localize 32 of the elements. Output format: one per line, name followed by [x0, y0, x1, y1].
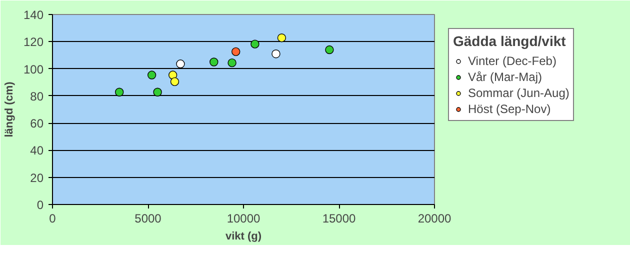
point [272, 50, 280, 58]
legend-title: Gädda längd/vikt [453, 33, 567, 49]
y-tick-label: 20 [30, 170, 44, 185]
x-tick-label: 20000 [418, 212, 452, 226]
point [210, 58, 218, 66]
x-tick-label: 5000 [134, 212, 162, 226]
point [115, 88, 124, 96]
point [170, 77, 180, 86]
x-axis-title: vikt (g) [225, 230, 262, 242]
y-tick-label: 100 [23, 62, 44, 76]
point [147, 70, 156, 80]
point [176, 60, 185, 68]
y-tick-label: 80 [30, 89, 44, 104]
y-tick-label: 0 [36, 198, 44, 212]
legend-label: Höst (Sep-Nov) [468, 102, 551, 116]
point [153, 88, 162, 96]
y-axis-title: längd (cm) [3, 81, 16, 138]
y-tick-label: 60 [30, 116, 44, 131]
point [250, 40, 260, 48]
legend-label: Vinter (Dec-Feb) [468, 54, 556, 68]
point [228, 58, 236, 68]
legend-label: Vår (Mar-Maj) [468, 70, 542, 84]
x-tick-label: 15000 [322, 212, 356, 226]
y-tick-label: 140 [23, 8, 44, 22]
y-tick-label: 120 [23, 35, 44, 50]
point [232, 47, 240, 56]
x-tick-label: 10000 [226, 212, 261, 226]
y-tick-label: 40 [30, 144, 44, 158]
x-tick-label: 0 [49, 212, 56, 226]
point [277, 34, 286, 42]
point [325, 45, 334, 54]
legend-label: Sommar (Jun-Aug) [468, 86, 570, 100]
